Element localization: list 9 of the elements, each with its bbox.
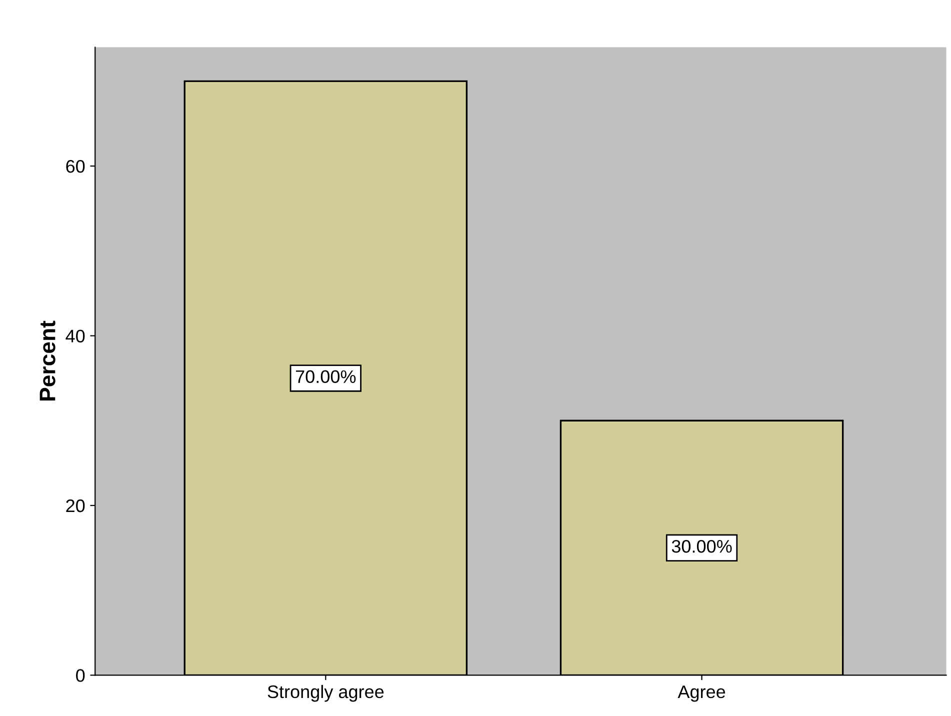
data-label: 30.00% bbox=[672, 540, 732, 553]
y-tick-label: 60 bbox=[66, 160, 85, 173]
y-tick-label: 40 bbox=[66, 330, 85, 342]
data-label: 70.00% bbox=[296, 370, 356, 384]
x-tick-label: Agree bbox=[678, 686, 726, 702]
y-tick-label: 20 bbox=[66, 499, 85, 512]
y-axis-title: Percent bbox=[40, 320, 56, 400]
y-tick-label: 0 bbox=[76, 669, 85, 682]
x-tick-label: Strongly agree bbox=[268, 684, 384, 702]
